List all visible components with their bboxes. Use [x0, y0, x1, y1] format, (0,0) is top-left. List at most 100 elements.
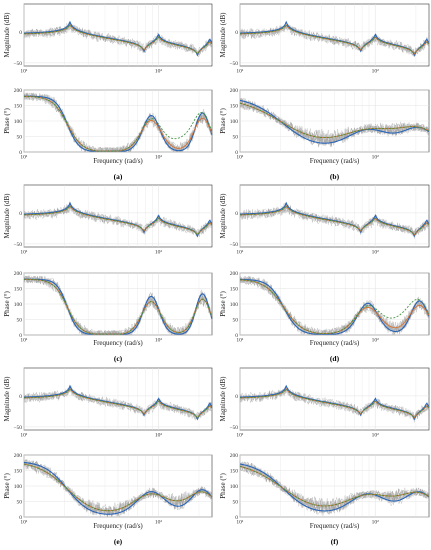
series-line-3: [239, 388, 430, 419]
y-tick-label: 50: [233, 135, 239, 141]
phase-axes-a: 0 50 100 150 200 10¹ 10²: [14, 88, 213, 161]
y-tick-label: 0: [19, 150, 22, 156]
series-line-0: [23, 461, 213, 517]
y-tick-label: 0: [19, 515, 22, 521]
y-tick-label: 0: [19, 333, 22, 339]
series-line-3: [23, 278, 213, 335]
y-tick-label: 150: [14, 469, 23, 475]
x-tick-label: 10¹: [236, 338, 244, 344]
magnitude-axis-label: Magnitude (dB): [219, 12, 227, 58]
y-tick-label: 0: [235, 515, 238, 521]
series-line-0: [23, 387, 213, 420]
x-tick-label: 10²: [155, 338, 163, 344]
series-line-0: [23, 205, 213, 237]
panel-label: (c): [114, 354, 123, 363]
x-tick-label: 10¹: [236, 520, 244, 526]
frequency-axis-label: Frequency (rad/s): [310, 157, 360, 165]
series-line-3: [239, 279, 430, 335]
y-tick-label: −50: [13, 425, 22, 431]
x-tick-label: 10¹: [20, 250, 28, 256]
y-tick-label: 0: [235, 150, 238, 156]
series-line-3: [23, 205, 213, 236]
y-tick-label: 50: [233, 318, 239, 324]
x-tick-label: 10²: [372, 520, 380, 526]
series-line-0: [239, 203, 430, 236]
x-tick-label: 10²: [372, 155, 380, 161]
frequency-axis-label: Frequency (rad/s): [93, 339, 143, 347]
series-line-1: [23, 201, 213, 238]
series-line-1: [239, 20, 430, 57]
x-tick-label: 10²: [372, 250, 380, 256]
y-tick-label: 50: [17, 318, 23, 324]
phase-axes-e: 0 50 100 150 200 10¹ 10²: [14, 453, 213, 526]
y-tick-label: 0: [235, 333, 238, 339]
magnitude-axis-label: Magnitude (dB): [3, 376, 11, 422]
x-tick-label: 10¹: [20, 433, 28, 439]
panel-label: (b): [330, 172, 340, 181]
y-tick-label: 50: [17, 135, 23, 141]
panel-label: (f): [331, 537, 339, 546]
series-line-3: [239, 24, 430, 55]
y-tick-label: 50: [17, 500, 23, 506]
y-tick-label: 150: [14, 104, 23, 110]
mag-axes-e: −50 0 10¹ 10²: [13, 367, 213, 439]
frequency-axis-label: Frequency (rad/s): [93, 157, 143, 165]
phase-axes-d: 0 50 100 150 200 10¹ 10²: [230, 271, 430, 344]
y-tick-label: 50: [233, 500, 239, 506]
panel-label: (a): [114, 172, 123, 181]
series-line-3: [239, 466, 430, 507]
y-tick-label: 150: [230, 287, 239, 293]
phase-axes-f: 0 50 100 150 200 10¹ 10²: [230, 453, 430, 526]
series-line-3: [23, 463, 213, 512]
y-tick-label: −50: [13, 242, 22, 248]
phase-axis-label: Phase (°): [219, 291, 227, 317]
y-tick-label: 0: [235, 211, 238, 217]
panel-label: (e): [114, 537, 123, 546]
series-line-0: [23, 388, 213, 419]
series-line-1: [23, 20, 213, 57]
mag-axes-c: −50 0 10¹ 10²: [13, 184, 213, 256]
y-tick-label: 100: [230, 302, 239, 308]
mag-axes-f: −50 0 10¹ 10²: [229, 367, 430, 439]
mag-axes-a: −50 0 10¹ 10²: [13, 3, 213, 75]
x-tick-label: 10¹: [20, 338, 28, 344]
series-line-1: [239, 99, 430, 144]
series-line-0: [239, 24, 430, 54]
phase-axes-c: 0 50 100 150 200 10¹ 10²: [14, 271, 213, 344]
x-tick-label: 10¹: [20, 155, 28, 161]
series-line-3: [23, 388, 213, 419]
y-tick-label: 0: [235, 394, 238, 400]
y-tick-label: 0: [19, 211, 22, 217]
series-line-1: [239, 278, 430, 335]
series-line-1: [239, 384, 430, 421]
panel-label: (d): [330, 354, 340, 363]
series-line-3: [239, 102, 430, 139]
y-tick-label: 200: [230, 271, 239, 277]
y-tick-label: 100: [230, 484, 239, 490]
phase-axis-label: Phase (°): [219, 108, 227, 134]
x-tick-label: 10¹: [236, 433, 244, 439]
y-tick-label: 200: [230, 88, 239, 94]
frequency-axis-label: Frequency (rad/s): [310, 522, 360, 530]
y-tick-label: 200: [230, 453, 239, 459]
x-tick-label: 10¹: [236, 69, 244, 75]
phase-axis-label: Phase (°): [219, 473, 227, 499]
mag-axes-d: −50 0 10¹ 10²: [229, 184, 430, 256]
series-line-1: [23, 461, 213, 515]
phase-axes-b: 0 50 100 150 200 10¹ 10²: [230, 88, 430, 161]
y-tick-label: 150: [230, 104, 239, 110]
y-tick-label: 200: [14, 271, 23, 277]
y-tick-label: 150: [230, 469, 239, 475]
x-tick-label: 10²: [372, 338, 380, 344]
frequency-axis-label: Frequency (rad/s): [310, 339, 360, 347]
y-tick-label: 200: [14, 453, 23, 459]
series-line-0: [239, 24, 430, 57]
x-tick-label: 10²: [155, 155, 163, 161]
phase-axis-label: Phase (°): [3, 473, 11, 499]
magnitude-axis-label: Magnitude (dB): [219, 376, 227, 422]
